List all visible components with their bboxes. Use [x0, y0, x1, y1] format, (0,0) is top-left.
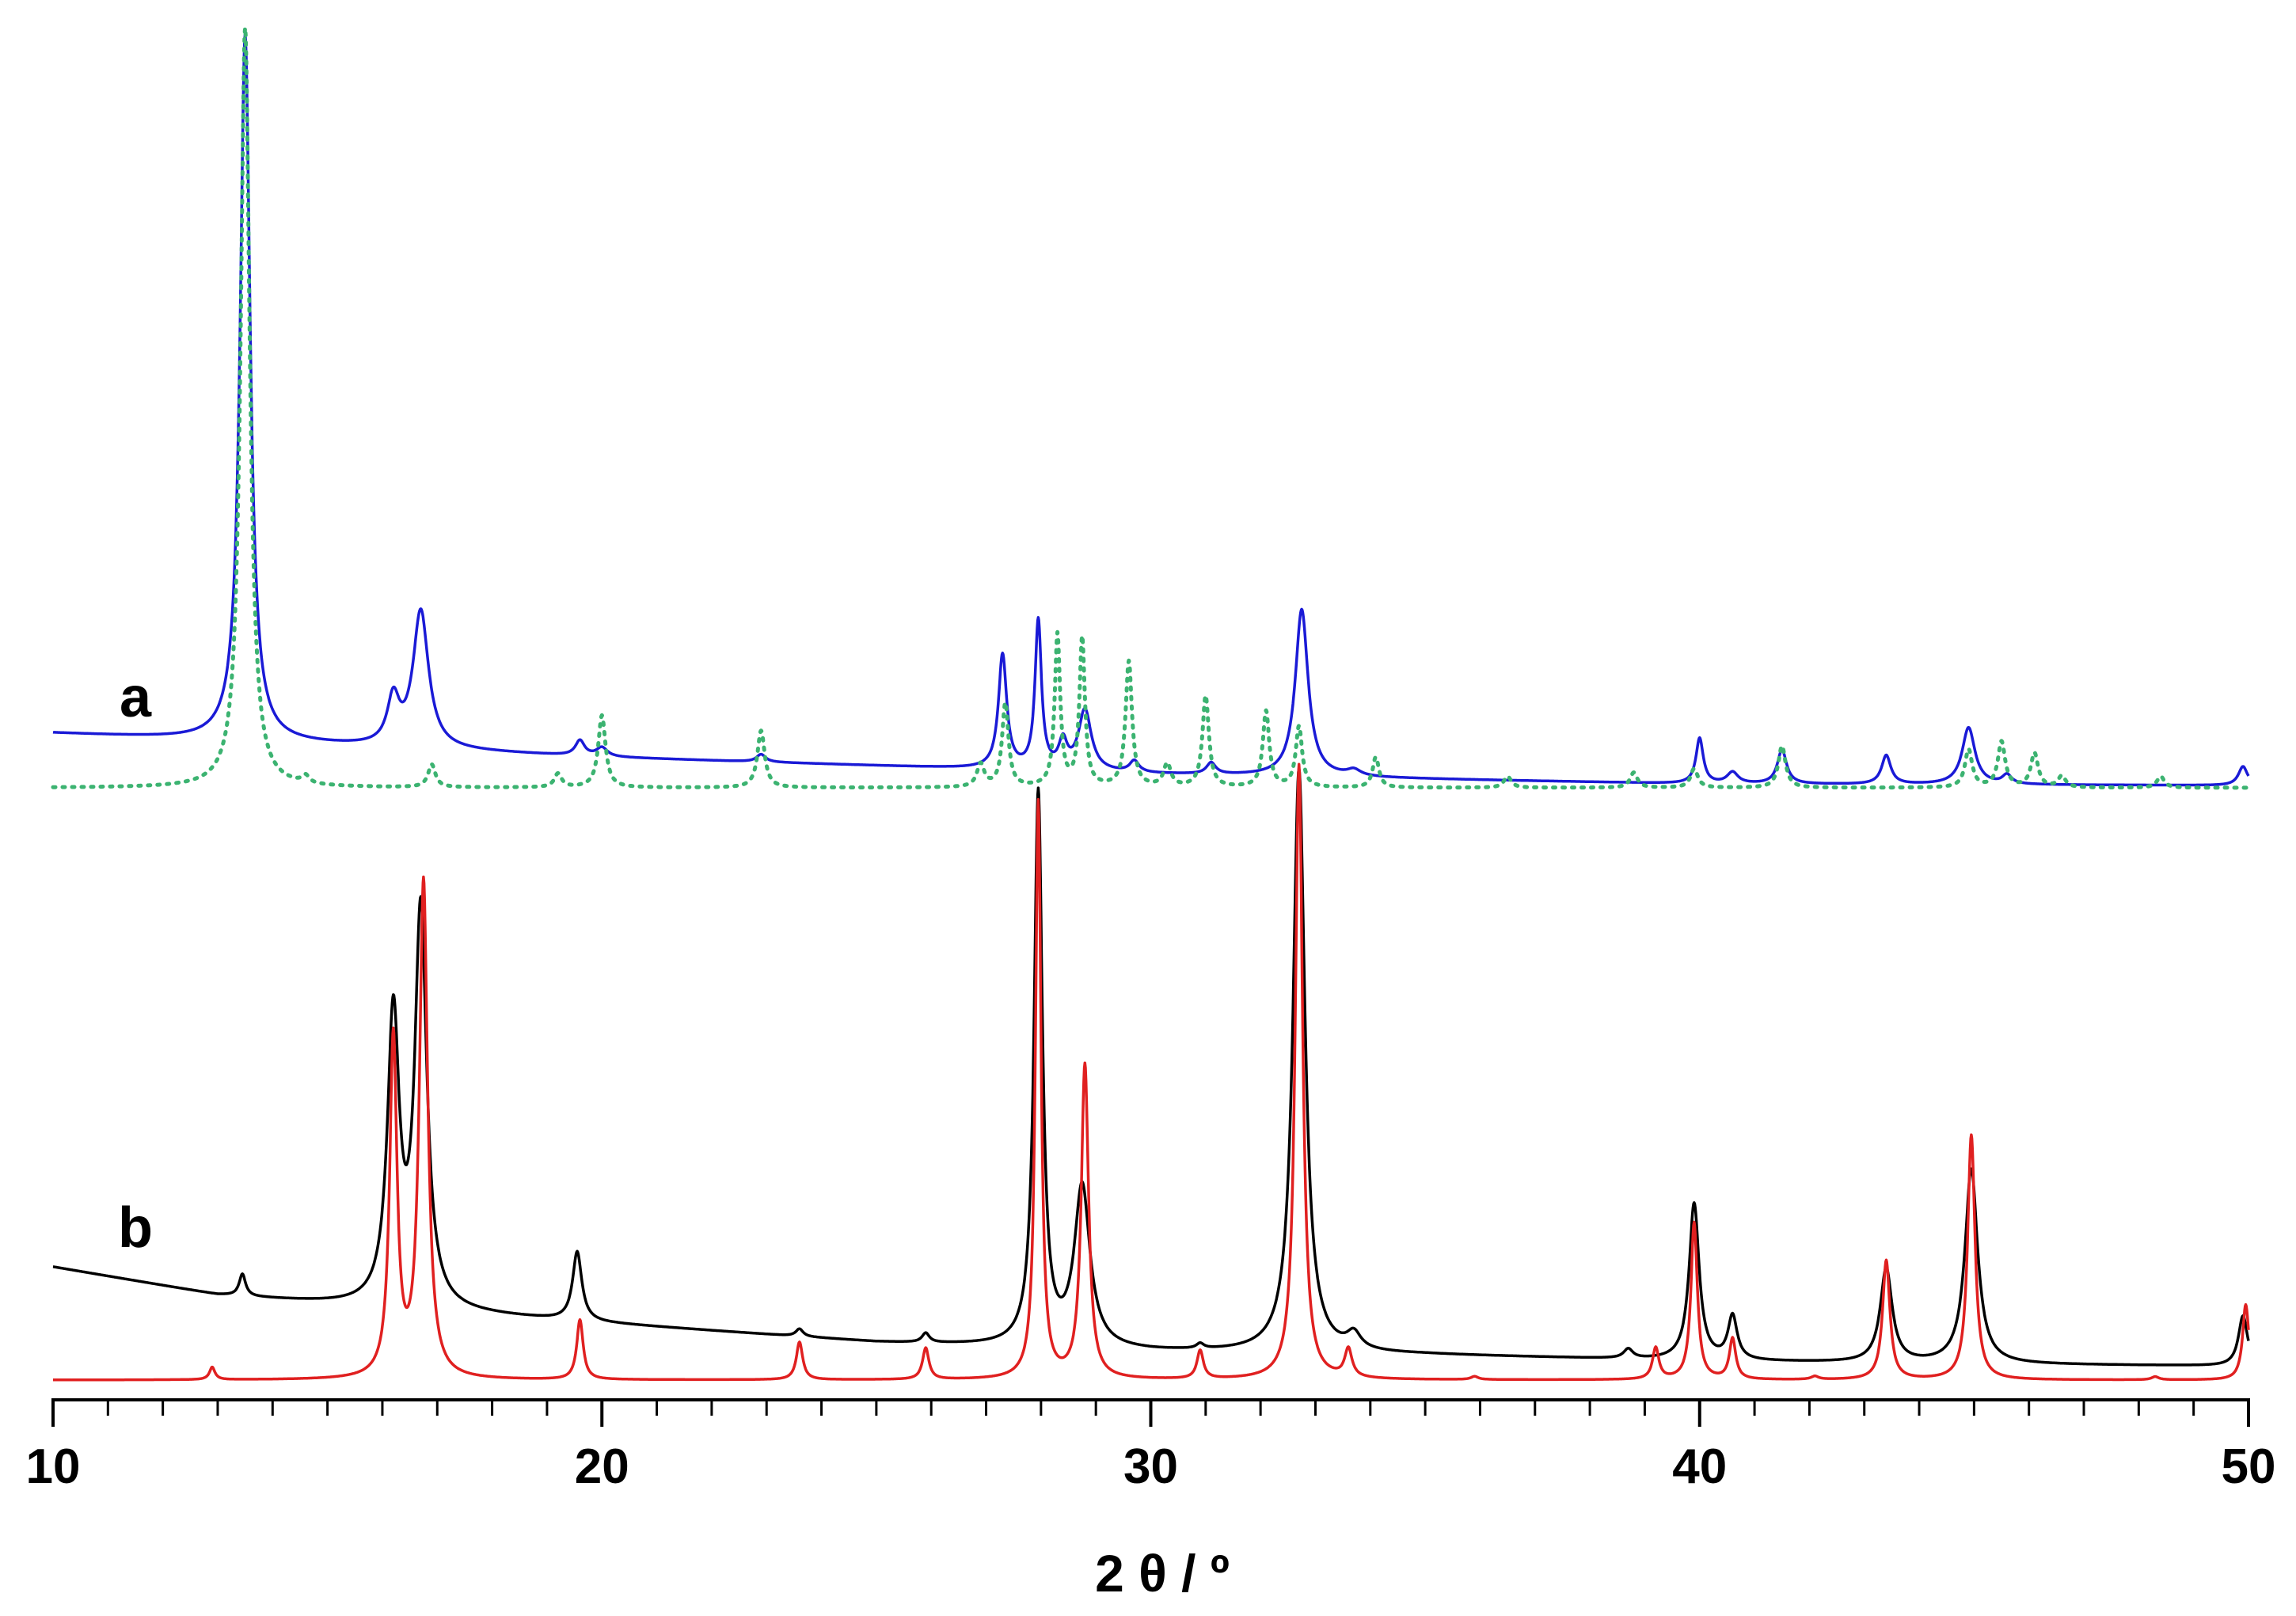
- x-tick-label: 50: [2222, 1439, 2276, 1494]
- series-line-a-experimental: [51, 32, 2250, 787]
- panel-label-b: b: [118, 1196, 153, 1260]
- series-labels: ab: [118, 666, 153, 1260]
- series-line-a-simulated: [51, 25, 2251, 790]
- series-line-b-simulated: [51, 762, 2250, 1382]
- series-layer: [51, 25, 2251, 1382]
- x-tick-label: 10: [26, 1439, 81, 1494]
- x-tick-label: 30: [1123, 1439, 1178, 1494]
- x-tick-label: 40: [1672, 1439, 1727, 1494]
- x-tick-label: 20: [575, 1439, 629, 1494]
- x-axis: 10 20 30 40 50: [26, 1398, 2276, 1494]
- x-axis-title: 2 θ / º: [1095, 1544, 1230, 1603]
- series-line-b-experimental: [51, 766, 2250, 1367]
- panel-label-a: a: [120, 666, 152, 729]
